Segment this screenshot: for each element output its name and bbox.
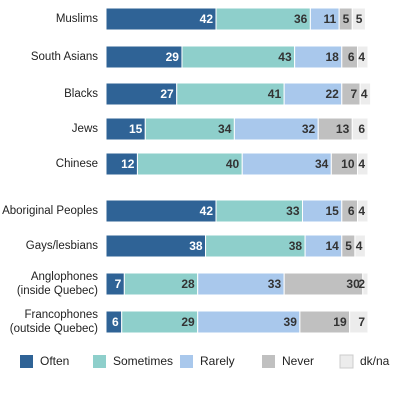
value-label: 7 [358, 315, 365, 329]
value-label: 38 [289, 239, 303, 253]
value-label: 22 [325, 87, 339, 101]
category-label: Blacks [64, 88, 98, 100]
bar-segment [351, 117, 369, 141]
value-label: 18 [325, 50, 339, 64]
category-label: Chinese [56, 158, 98, 170]
value-label: 4 [361, 87, 368, 101]
value-label: 5 [343, 12, 350, 26]
legend-swatch [180, 355, 193, 368]
value-label: 7 [115, 277, 122, 291]
value-label: 34 [218, 122, 232, 136]
bar-segment [351, 7, 366, 31]
value-label: 32 [302, 122, 316, 136]
value-label: 27 [160, 87, 174, 101]
value-label: 15 [129, 122, 143, 136]
category-label: Francophones (outside Quebec) [10, 309, 98, 335]
value-label: 6 [348, 50, 355, 64]
category-label: Gays/lesbians [26, 240, 98, 252]
value-label: 5 [345, 239, 352, 253]
legend-label: Sometimes [113, 354, 173, 368]
value-label: 11 [323, 12, 336, 26]
value-label: 6 [358, 122, 365, 136]
bar-segment [357, 199, 369, 223]
category-label: South Asians [31, 51, 98, 63]
value-label: 7 [350, 87, 357, 101]
value-label: 4 [358, 204, 365, 218]
value-label: 13 [336, 122, 350, 136]
value-label: 4 [358, 50, 365, 64]
category-label: Aboriginal Peoples [2, 205, 98, 217]
legend-label: Often [40, 354, 69, 368]
bar-segment [357, 45, 369, 69]
category-label: Muslims [56, 13, 98, 25]
legend-swatch [339, 354, 354, 369]
bar-segment [354, 234, 366, 258]
value-label: 15 [325, 204, 339, 218]
legend-label: Rarely [200, 354, 235, 368]
bar-segment [359, 82, 372, 106]
value-label: 33 [286, 204, 300, 218]
legend-label: Never [282, 354, 314, 368]
value-label: 39 [284, 315, 298, 329]
value-label: 5 [356, 12, 363, 26]
bar-segment [362, 272, 369, 296]
value-label: 30 [346, 277, 360, 291]
value-label: 41 [268, 87, 282, 101]
value-label: 28 [181, 277, 195, 291]
value-label: 12 [121, 157, 135, 171]
value-label: 36 [294, 12, 308, 26]
value-label: 19 [333, 315, 347, 329]
value-label: 42 [200, 12, 214, 26]
bar-segment [357, 152, 369, 176]
value-label: 2 [358, 277, 365, 291]
value-label: 6 [112, 315, 119, 329]
value-label: 14 [325, 239, 339, 253]
value-label: 38 [189, 239, 203, 253]
category-label: Jews [72, 123, 98, 135]
value-label: 29 [181, 315, 195, 329]
value-label: 4 [358, 157, 365, 171]
value-label: 43 [278, 50, 292, 64]
value-label: 10 [341, 157, 355, 171]
value-label: 42 [200, 204, 214, 218]
value-label: 40 [226, 157, 240, 171]
value-label: 6 [348, 204, 355, 218]
bar-segment [349, 310, 369, 334]
legend-swatch [262, 355, 275, 368]
legend-swatch [93, 355, 106, 368]
legend-swatch [20, 355, 33, 368]
value-label: 4 [356, 239, 363, 253]
value-label: 34 [315, 157, 329, 171]
value-label: 33 [268, 277, 282, 291]
value-label: 29 [166, 50, 180, 64]
legend-label: dk/na [360, 354, 390, 368]
category-label: Anglophones (inside Quebec) [17, 271, 98, 297]
